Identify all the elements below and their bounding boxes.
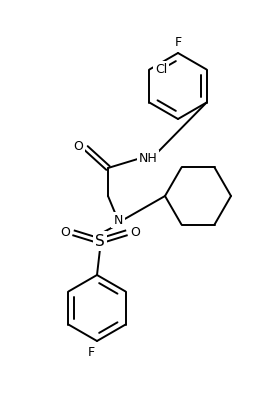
Text: O: O (130, 227, 140, 240)
Text: Cl: Cl (155, 63, 168, 76)
Text: S: S (95, 234, 105, 249)
Text: F: F (88, 346, 94, 360)
Text: F: F (175, 36, 181, 50)
Text: N: N (113, 213, 123, 227)
Text: NH: NH (138, 152, 157, 164)
Text: O: O (60, 227, 70, 240)
Text: O: O (73, 139, 83, 152)
